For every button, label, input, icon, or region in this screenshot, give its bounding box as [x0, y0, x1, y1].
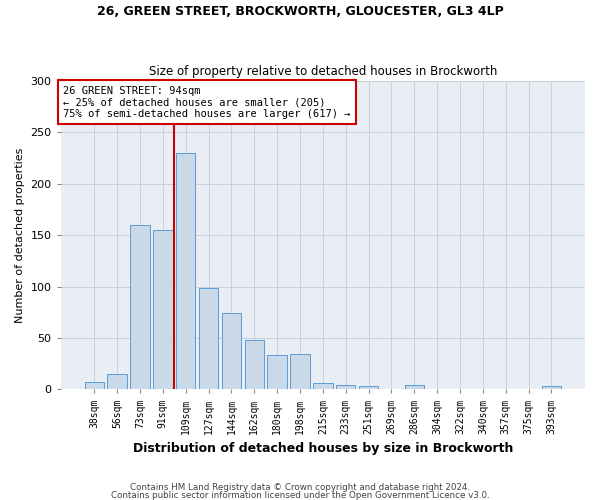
- Bar: [404, 386, 424, 390]
- Y-axis label: Number of detached properties: Number of detached properties: [15, 148, 25, 323]
- Bar: [268, 356, 287, 390]
- Bar: [542, 386, 561, 390]
- Bar: [107, 374, 127, 390]
- Title: Size of property relative to detached houses in Brockworth: Size of property relative to detached ho…: [149, 66, 497, 78]
- Text: Contains HM Land Registry data © Crown copyright and database right 2024.: Contains HM Land Registry data © Crown c…: [130, 484, 470, 492]
- Bar: [221, 314, 241, 390]
- Bar: [336, 386, 355, 390]
- Bar: [313, 383, 332, 390]
- X-axis label: Distribution of detached houses by size in Brockworth: Distribution of detached houses by size …: [133, 442, 513, 455]
- Text: 26 GREEN STREET: 94sqm
← 25% of detached houses are smaller (205)
75% of semi-de: 26 GREEN STREET: 94sqm ← 25% of detached…: [64, 86, 351, 119]
- Bar: [199, 288, 218, 390]
- Bar: [176, 153, 196, 390]
- Bar: [153, 230, 173, 390]
- Bar: [85, 382, 104, 390]
- Bar: [245, 340, 264, 390]
- Text: Contains public sector information licensed under the Open Government Licence v3: Contains public sector information licen…: [110, 490, 490, 500]
- Bar: [359, 386, 378, 390]
- Text: 26, GREEN STREET, BROCKWORTH, GLOUCESTER, GL3 4LP: 26, GREEN STREET, BROCKWORTH, GLOUCESTER…: [97, 5, 503, 18]
- Bar: [290, 354, 310, 390]
- Bar: [130, 225, 149, 390]
